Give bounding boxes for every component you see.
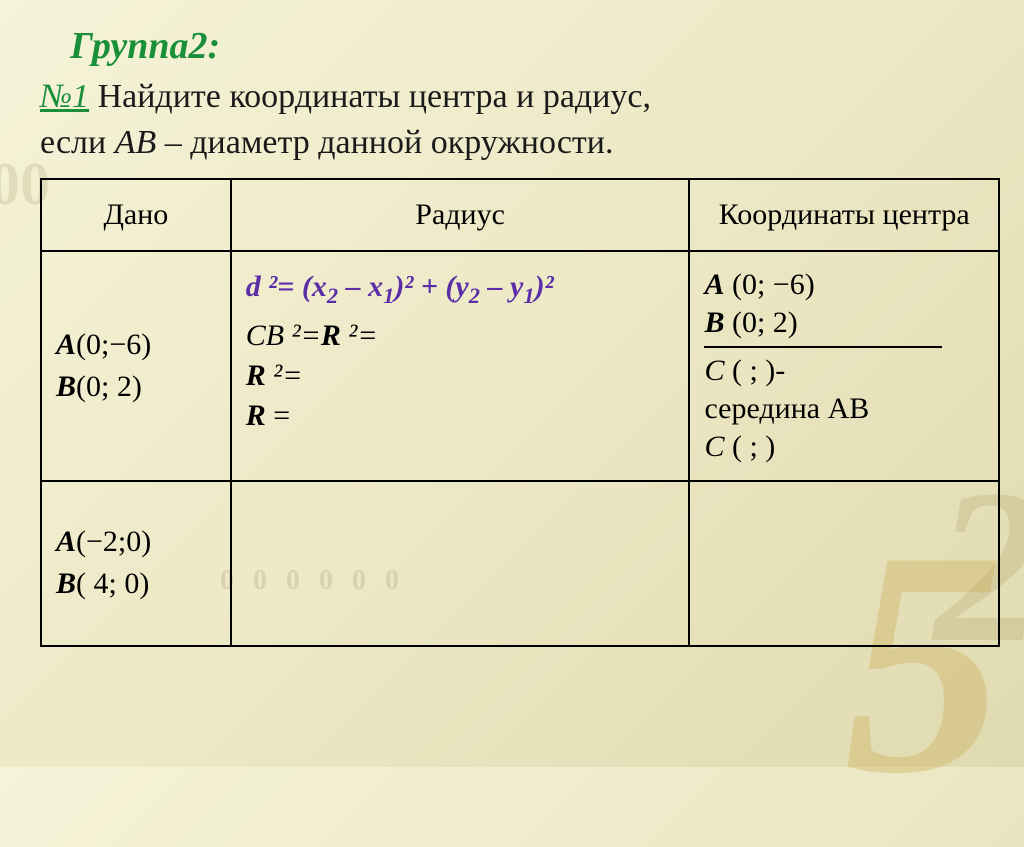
r1-A-label: A [56, 328, 76, 361]
problem-line1: Найдите координаты центра и радиус, [98, 78, 651, 115]
cell-radius-2 [231, 481, 690, 646]
coord-C1-label: С [704, 354, 724, 387]
coord-A-val: (0; −6) [724, 268, 814, 301]
cell-dano-2: A(−2;0) B( 4; 0) [41, 481, 231, 646]
cell-coord-1: A (0; −6) B (0; 2) С ( ; )- середина АВ … [689, 251, 999, 481]
header-radius: Радиус [231, 179, 690, 251]
header-dano: Дано [41, 179, 231, 251]
cell-radius-1: d ²= (x2 – x1)² + (y2 – y1)² CB ²=R ²= R… [231, 251, 690, 481]
formula-R: R = [246, 399, 675, 433]
r2-B-coords: ( 4; 0) [76, 567, 149, 600]
problem-table: Дано Радиус Координаты центра A(0;−6) B(… [40, 178, 1000, 647]
r1-B-label: B [56, 370, 76, 403]
coord-divider [704, 346, 942, 348]
r2-A-coords: (−2;0) [76, 525, 151, 558]
r2-A-label: A [56, 525, 76, 558]
table-row-2: A(−2;0) B( 4; 0) [41, 481, 999, 646]
formula-R2: R ²= [246, 359, 675, 393]
cell-dano-1: A(0;−6) B(0; 2) [41, 251, 231, 481]
group-title: Группа2: [70, 24, 984, 68]
coord-C1-val: ( ; )- [724, 354, 785, 387]
distance-formula: d ²= (x2 – x1)² + (y2 – y1)² [246, 270, 675, 309]
problem-line2-post: – диаметр данной окружности. [156, 124, 613, 161]
coord-B-label: B [704, 306, 724, 339]
slide-content: Группа2: №1 Найдите координаты центра и … [0, 0, 1024, 671]
header-coord: Координаты центра [689, 179, 999, 251]
coord-C2-val: ( ; ) [724, 430, 775, 463]
problem-number: №1 [40, 78, 89, 115]
coord-B-val: (0; 2) [724, 306, 797, 339]
problem-line2-pre: если [40, 124, 115, 161]
r1-B-coords: (0; 2) [76, 370, 142, 403]
coord-A-label: A [704, 268, 724, 301]
cell-coord-2 [689, 481, 999, 646]
problem-AB: АВ [115, 124, 157, 161]
coord-mid-text: середина АВ [704, 392, 984, 426]
table-header-row: Дано Радиус Координаты центра [41, 179, 999, 251]
formula-CB: CB ²=R ²= [246, 319, 675, 353]
table-row-1: A(0;−6) B(0; 2) d ²= (x2 – x1)² + (y2 – … [41, 251, 999, 481]
problem-statement: №1 Найдите координаты центра и радиус, е… [40, 74, 984, 166]
r1-A-coords: (0;−6) [76, 328, 151, 361]
r2-B-label: B [56, 567, 76, 600]
coord-C2-label: С [704, 430, 724, 463]
